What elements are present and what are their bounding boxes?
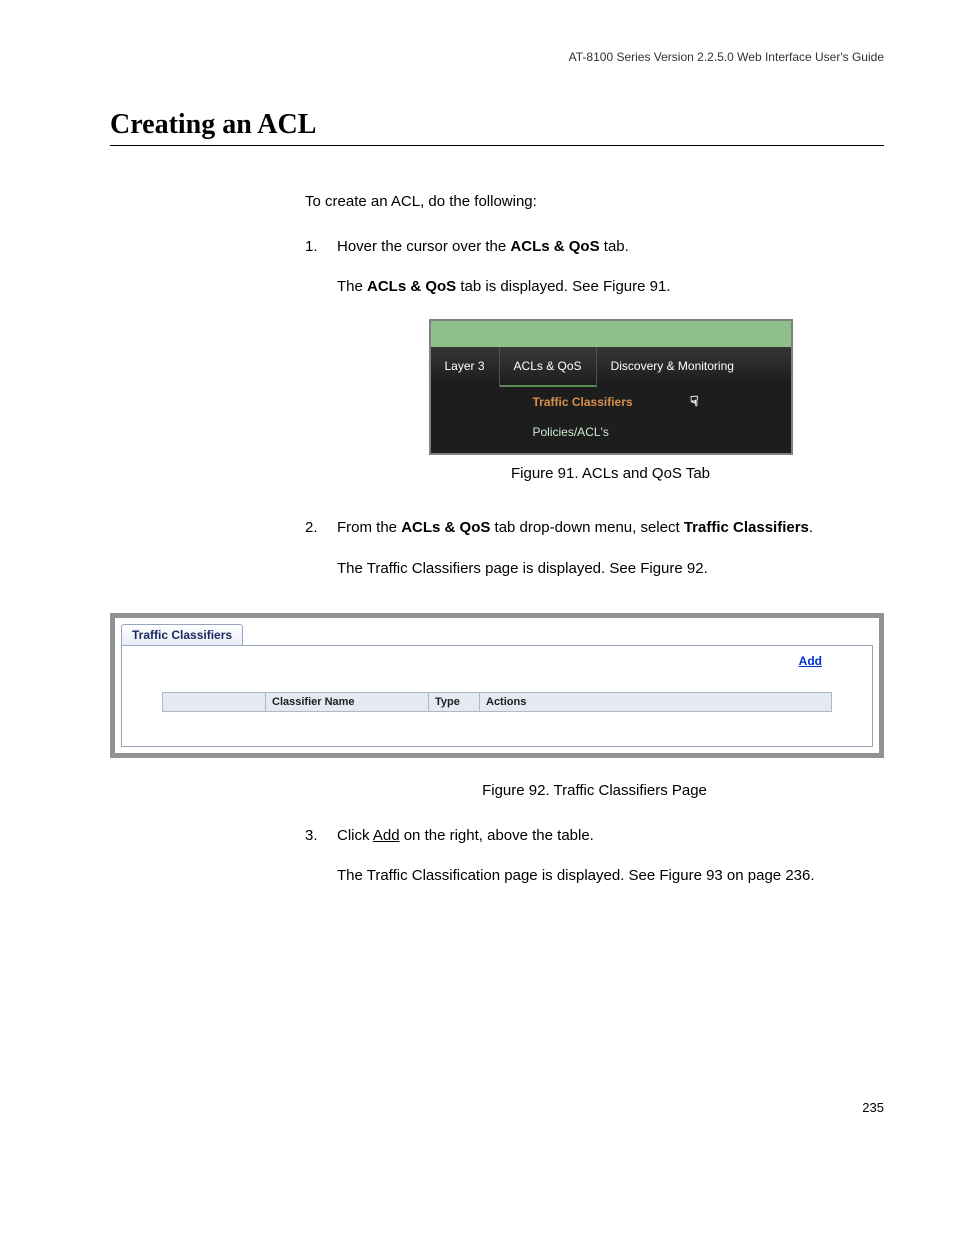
step-2-pre: From the (337, 519, 401, 536)
figure-91-caption: Figure 91. ACLs and QoS Tab (337, 463, 884, 486)
step-3-result: The Traffic Classification page is displ… (337, 865, 884, 888)
step-3-pre: Click (337, 827, 373, 844)
step-1: 1. Hover the cursor over the ACLs & QoS … (305, 236, 884, 508)
fig91-tab-layer3[interactable]: Layer 3 (431, 347, 500, 387)
fig92-th-type: Type (429, 693, 480, 712)
fig91-greenbar (431, 321, 791, 347)
fig92-tab-traffic-classifiers[interactable]: Traffic Classifiers (121, 624, 243, 645)
figure-92-caption: Figure 92. Traffic Classifiers Page (305, 780, 884, 803)
step-2-post: . (809, 519, 813, 536)
step-2-bold1: ACLs & QoS (401, 519, 490, 536)
figure-92: Traffic Classifiers Add Classifier Name … (110, 613, 884, 758)
intro-text: To create an ACL, do the following: (305, 191, 884, 214)
step-2-bold2: Traffic Classifiers (684, 519, 809, 536)
fig92-add-link[interactable]: Add (799, 654, 822, 668)
fig92-add-row: Add (122, 646, 872, 674)
step-3-post: on the right, above the table. (400, 827, 594, 844)
step-3-line1: Click Add on the right, above the table. (337, 825, 884, 848)
fig91-tab-row: Layer 3 ACLs & QoS Discovery & Monitorin… (431, 347, 791, 387)
step-2-result: The Traffic Classifiers page is displaye… (337, 558, 884, 581)
fig91-dropdown-policies-acls[interactable]: Policies/ACL's (523, 417, 693, 447)
step-1-bold: ACLs & QoS (510, 238, 599, 255)
page-number: 235 (862, 1100, 884, 1115)
fig92-th-classifier-name: Classifier Name (266, 693, 429, 712)
title-rule (110, 145, 884, 146)
step-2-number: 2. (305, 517, 337, 598)
fig92-table: Classifier Name Type Actions (162, 692, 832, 712)
header-guide-title: AT-8100 Series Version 2.2.5.0 Web Inter… (110, 50, 884, 64)
step-2-line1: From the ACLs & QoS tab drop-down menu, … (337, 517, 884, 540)
step-3-link: Add (373, 827, 400, 844)
step-1-line1: Hover the cursor over the ACLs & QoS tab… (337, 236, 884, 259)
fig91-dropdown-traffic-classifiers-label: Traffic Classifiers (533, 395, 633, 409)
step-1-result: The ACLs & QoS tab is displayed. See Fig… (337, 276, 884, 299)
step-1-result-post: tab is displayed. See Figure 91. (456, 278, 670, 295)
fig92-th-blank (163, 693, 266, 712)
step-1-pre: Hover the cursor over the (337, 238, 510, 255)
fig91-tab-acls-qos[interactable]: ACLs & QoS (500, 347, 597, 387)
fig92-panel: Add Classifier Name Type Actions (121, 645, 873, 747)
step-3-number: 3. (305, 825, 337, 906)
fig92-table-header-row: Classifier Name Type Actions (163, 693, 832, 712)
fig91-dropdown: Traffic Classifiers ☟ Policies/ACL's (431, 387, 791, 453)
step-1-number: 1. (305, 236, 337, 508)
step-2-mid: tab drop-down menu, select (490, 519, 683, 536)
fig91-tab-discovery[interactable]: Discovery & Monitoring (597, 347, 791, 387)
step-1-result-bold: ACLs & QoS (367, 278, 456, 295)
cursor-hand-icon: ☟ (690, 391, 699, 412)
step-3: 3. Click Add on the right, above the tab… (305, 825, 884, 906)
fig91-dropdown-traffic-classifiers[interactable]: Traffic Classifiers ☟ (523, 387, 693, 417)
section-title: Creating an ACL (110, 109, 884, 141)
fig92-tabstrip: Traffic Classifiers (115, 618, 879, 645)
figure-91: Layer 3 ACLs & QoS Discovery & Monitorin… (337, 319, 884, 455)
step-1-post: tab. (600, 238, 629, 255)
fig92-th-actions: Actions (480, 693, 832, 712)
step-2: 2. From the ACLs & QoS tab drop-down men… (305, 517, 884, 598)
step-1-result-pre: The (337, 278, 367, 295)
